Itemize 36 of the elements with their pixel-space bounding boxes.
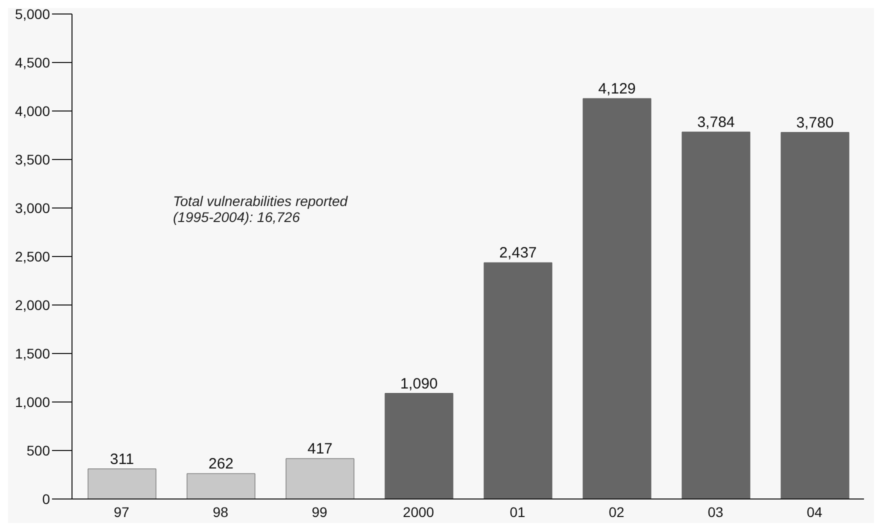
data-label: 2,437	[499, 244, 537, 262]
y-tick-label: 3,500	[14, 151, 50, 168]
y-tick-label: 5,000	[14, 6, 50, 22]
data-label: 311	[110, 450, 134, 468]
x-tick-label: 02	[608, 504, 624, 520]
x-tick-label: 03	[708, 504, 724, 520]
x-tick-label: 97	[114, 504, 130, 520]
bar	[186, 473, 256, 499]
bar	[88, 468, 156, 499]
y-tick-label: 3,000	[14, 200, 50, 216]
y-tick-label: 1,000	[14, 394, 50, 410]
data-label: 1,090	[400, 375, 438, 392]
y-tick-label: 4,000	[14, 102, 50, 119]
x-tick-label: 04	[806, 504, 822, 520]
y-tick-label: 1,500	[14, 345, 50, 362]
bar	[780, 132, 850, 499]
bar	[484, 262, 552, 499]
data-label: 262	[208, 456, 234, 473]
y-tick-label: 0	[42, 490, 50, 507]
bar	[384, 393, 454, 499]
data-label: 417	[307, 440, 333, 458]
bar	[582, 98, 652, 499]
y-tick-label: 2,000	[14, 296, 50, 313]
y-tick-label: 2,500	[14, 248, 50, 264]
x-tick-label: 2000	[402, 504, 434, 520]
data-label: 4,129	[598, 80, 636, 98]
annotation: Total vulnerabilities reported (1995-2004): 16,726	[173, 193, 349, 225]
x-tick-label: 98	[212, 504, 228, 520]
bar	[682, 132, 750, 499]
bar	[286, 458, 354, 499]
x-tick-label: 99	[312, 504, 328, 520]
y-tick-label: 4,500	[14, 54, 50, 70]
data-label: 3,784	[697, 114, 735, 131]
y-tick-label: 500	[26, 442, 50, 458]
data-label: 3,780	[796, 114, 834, 132]
x-tick-label: 01	[510, 504, 526, 520]
